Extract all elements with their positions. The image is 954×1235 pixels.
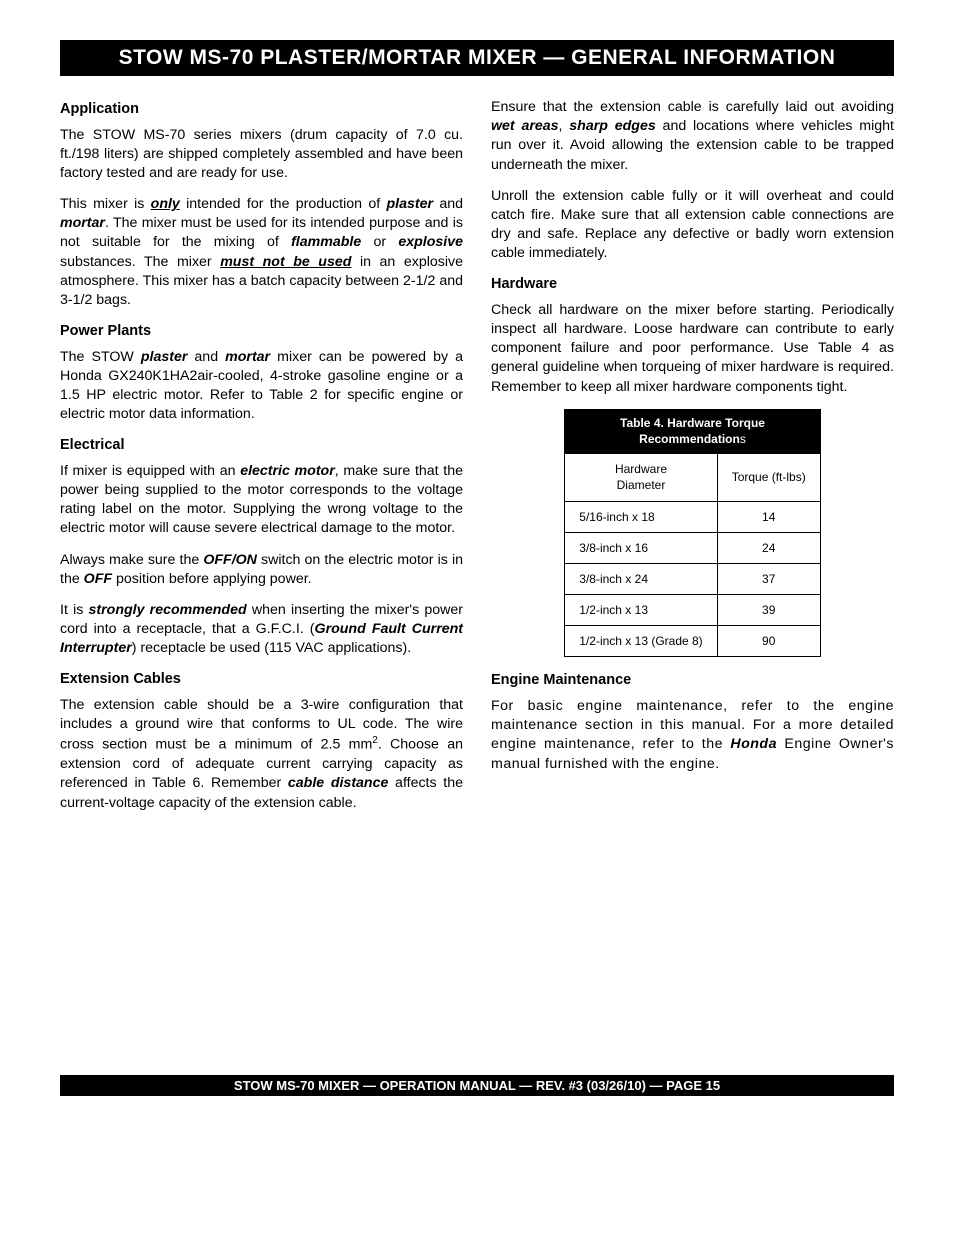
- para-engine: For basic engine maintenance, refer to t…: [491, 697, 894, 774]
- table-row: 1/2-inch x 1339: [565, 595, 820, 626]
- para-elec-2: Always make sure the OFF/ON switch on th…: [60, 551, 463, 589]
- page-title-bar: STOW MS-70 PLASTER/MORTAR MIXER — GENERA…: [60, 40, 894, 76]
- emph-strongly-rec: strongly recommended: [89, 602, 247, 618]
- table-caption: Table 4. Hardware Torque Recommendations: [564, 409, 820, 453]
- para-ext-1: The extension cable should be a 3-wire c…: [60, 696, 463, 813]
- heading-electrical: Electrical: [60, 436, 463, 456]
- emph-plaster: plaster: [386, 196, 433, 212]
- para-elec-3: It is strongly recommended when insertin…: [60, 601, 463, 659]
- emph-explosive: explosive: [398, 234, 463, 250]
- emph-honda: Honda: [730, 736, 777, 752]
- emph-wet-areas: wet areas: [491, 118, 559, 134]
- left-column: Application The STOW MS-70 series mixers…: [60, 98, 463, 825]
- table-row: 1/2-inch x 13 (Grade 8)90: [565, 626, 820, 657]
- th-torque: Torque (ft-lbs): [717, 454, 820, 501]
- footer-bar: STOW MS-70 MIXER — OPERATION MANUAL — RE…: [60, 1075, 894, 1096]
- th-diameter: HardwareDiameter: [565, 454, 717, 501]
- emph-electric-motor: electric motor: [240, 463, 335, 479]
- para-ext-3: Unroll the extension cable fully or it w…: [491, 187, 894, 264]
- emph-must-not: must not be used: [220, 254, 351, 270]
- emph-off: OFF: [84, 571, 112, 587]
- right-column: Ensure that the extension cable is caref…: [491, 98, 894, 825]
- heading-engine-maint: Engine Maintenance: [491, 671, 894, 691]
- emph-flammable: flammable: [291, 234, 361, 250]
- table-row: 3/8-inch x 1624: [565, 532, 820, 563]
- table-row: 3/8-inch x 2437: [565, 563, 820, 594]
- emph-cable-distance: cable distance: [288, 775, 389, 791]
- emph-mortar2: mortar: [225, 349, 270, 365]
- heading-application: Application: [60, 100, 463, 120]
- emph-plaster2: plaster: [141, 349, 188, 365]
- para-hardware: Check all hardware on the mixer before s…: [491, 301, 894, 397]
- emph-off-on: OFF/ON: [203, 552, 257, 568]
- para-ext-2: Ensure that the extension cable is caref…: [491, 98, 894, 175]
- heading-hardware: Hardware: [491, 275, 894, 295]
- emph-only: only: [151, 196, 180, 212]
- emph-mortar: mortar: [60, 215, 105, 231]
- table-header-row: HardwareDiameter Torque (ft-lbs): [565, 454, 820, 501]
- para-power: The STOW plaster and mortar mixer can be…: [60, 348, 463, 425]
- content-columns: Application The STOW MS-70 series mixers…: [60, 98, 894, 825]
- para-elec-1: If mixer is equipped with an electric mo…: [60, 462, 463, 539]
- table-row: 5/16-inch x 1814: [565, 501, 820, 532]
- heading-ext-cables: Extension Cables: [60, 670, 463, 690]
- para-app-2: This mixer is only intended for the prod…: [60, 195, 463, 310]
- torque-table: Table 4. Hardware Torque Recommendations…: [564, 409, 820, 658]
- para-app-1: The STOW MS-70 series mixers (drum capac…: [60, 126, 463, 184]
- emph-sharp-edges: sharp edges: [569, 118, 655, 134]
- heading-power-plants: Power Plants: [60, 322, 463, 342]
